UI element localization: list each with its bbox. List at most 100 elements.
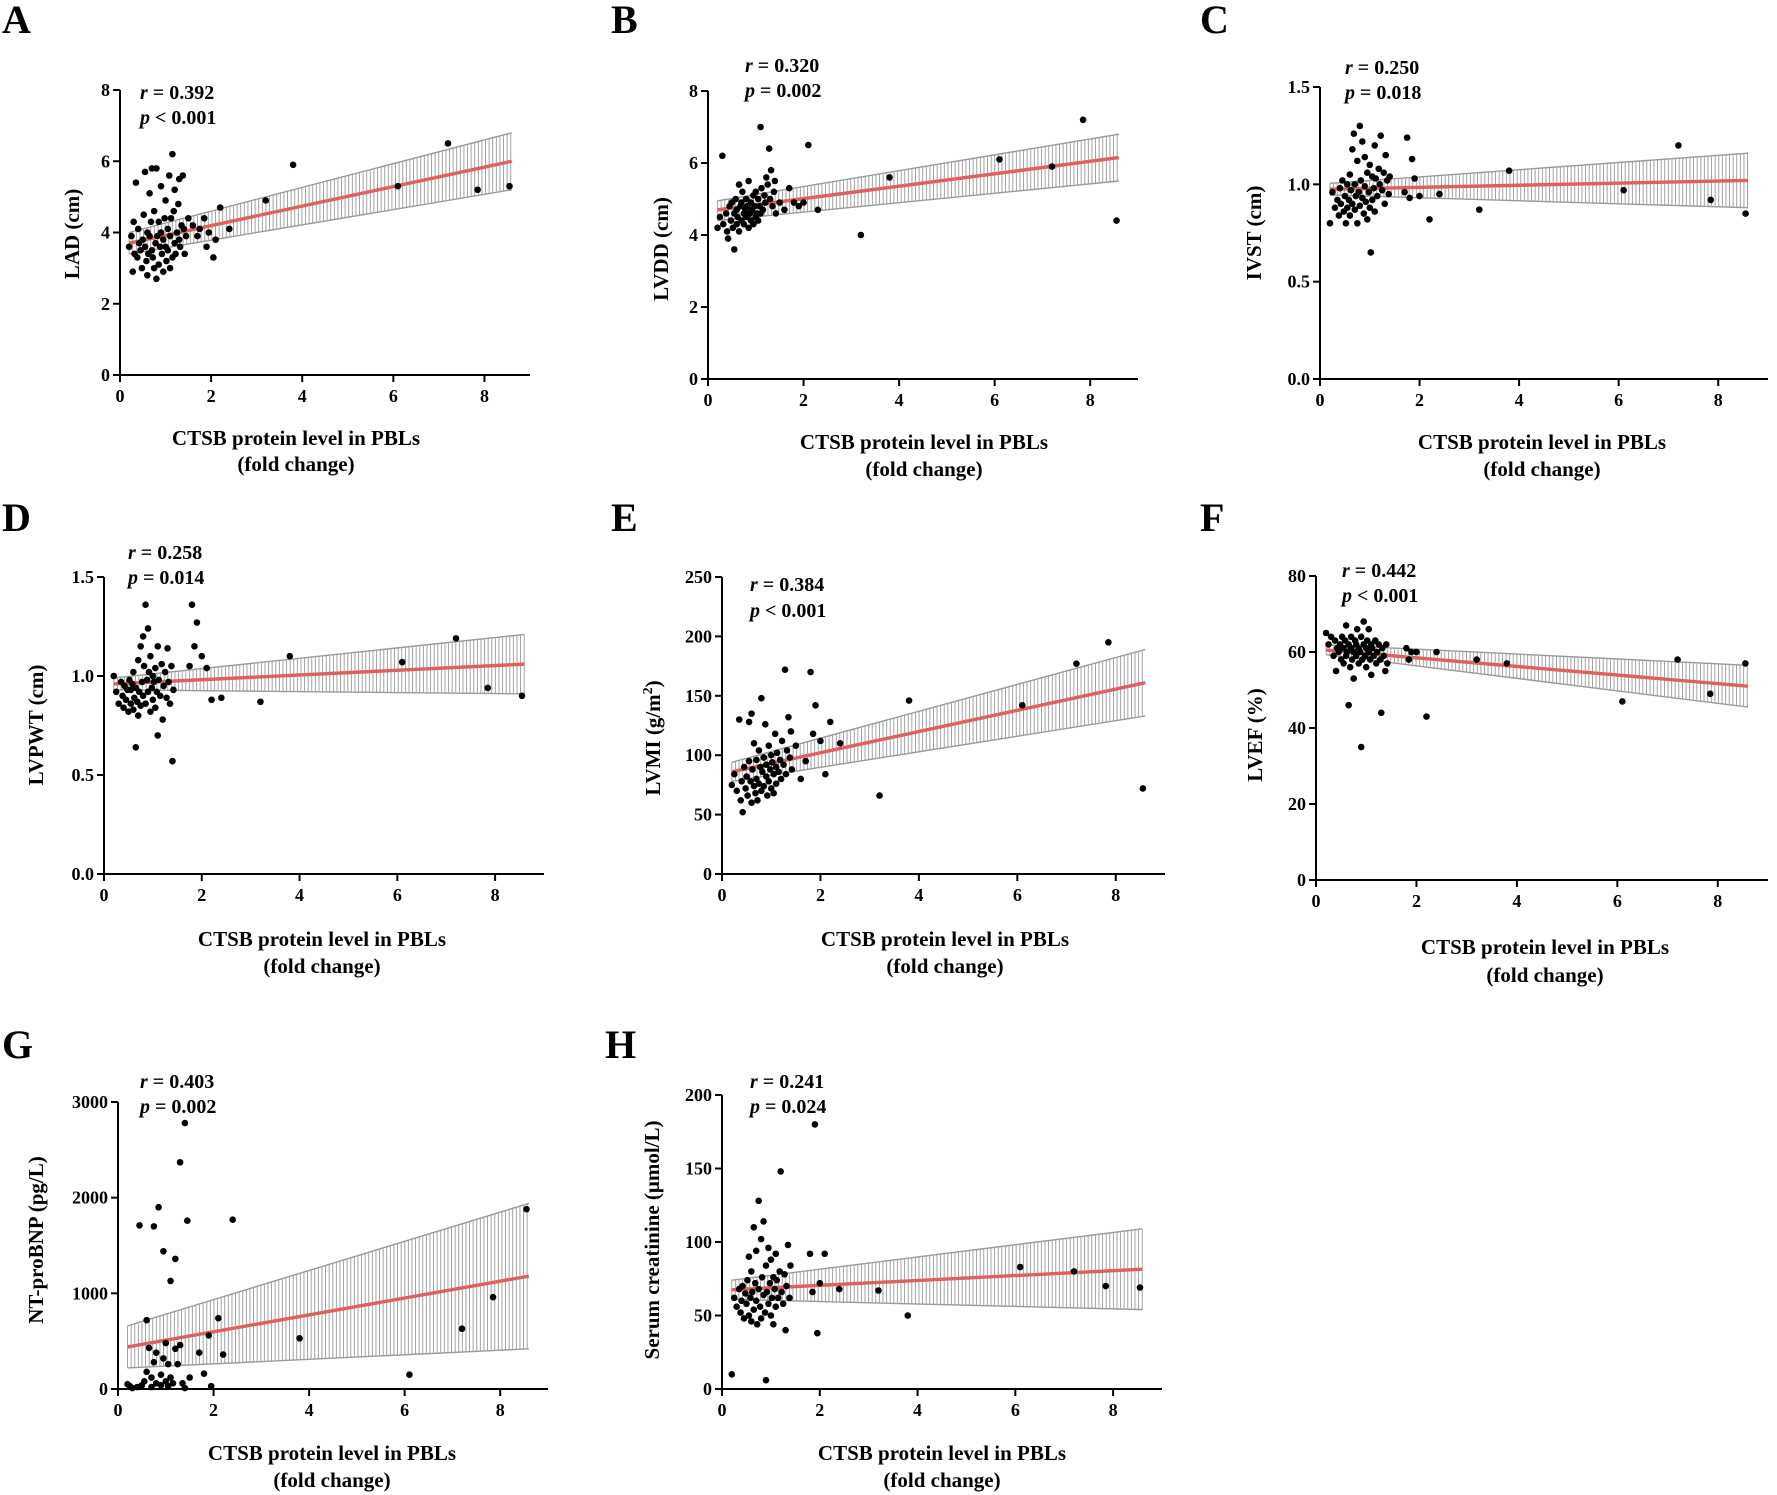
data-point — [1136, 1284, 1144, 1291]
stat-r-value: = 0.403 — [148, 1071, 214, 1093]
data-point — [142, 601, 149, 609]
data-point — [200, 1370, 208, 1377]
stat-p: p < 0.001 — [138, 107, 216, 129]
x-tick-label: 6 — [1613, 891, 1622, 911]
data-point — [753, 756, 760, 764]
x-tick-label: 0 — [718, 1400, 727, 1420]
data-point — [786, 1294, 793, 1302]
data-point — [146, 190, 153, 197]
data-point — [215, 1314, 222, 1322]
y-tick-label: 2000 — [72, 1188, 108, 1208]
data-point — [153, 275, 160, 283]
data-point — [762, 1262, 770, 1269]
data-point — [765, 1300, 772, 1308]
stat-p-symbol: p — [138, 107, 150, 129]
data-point — [876, 792, 883, 799]
data-point — [175, 200, 182, 208]
data-point — [169, 150, 176, 158]
data-point — [161, 668, 169, 676]
data-point — [1366, 161, 1374, 169]
x-axis-label-units: (fold change) — [886, 954, 1003, 978]
data-point — [785, 184, 793, 192]
panel-letter: D — [2, 495, 31, 540]
data-point — [134, 712, 142, 719]
data-point — [739, 808, 746, 816]
y-axis-label: LVPWT (cm) — [24, 665, 48, 786]
y-tick-label: 100 — [685, 1232, 712, 1252]
data-point — [1368, 196, 1376, 204]
data-point — [745, 177, 752, 185]
data-point — [140, 211, 147, 218]
plot-area: 0 2 4 6 8 0 2 4 6 8 — [689, 81, 1138, 410]
data-point — [139, 692, 147, 700]
data-point — [1706, 690, 1714, 698]
data-point — [771, 1285, 779, 1293]
data-point — [152, 239, 159, 247]
data-point — [194, 232, 201, 240]
data-point — [1371, 208, 1379, 215]
x-tick-label: 8 — [1713, 891, 1722, 911]
data-point — [136, 1222, 143, 1229]
data-point — [152, 704, 159, 711]
data-point — [1344, 181, 1351, 188]
stat-p: p = 0.002 — [743, 80, 821, 102]
y-tick-label: 4 — [689, 225, 698, 245]
x-tick-label: 6 — [1013, 885, 1022, 905]
data-point — [160, 1355, 167, 1362]
data-point — [186, 1374, 193, 1381]
data-point — [1356, 202, 1364, 210]
data-point — [875, 1287, 882, 1294]
data-point — [171, 239, 178, 247]
confidence-band-lower — [127, 1348, 529, 1369]
data-point — [745, 224, 752, 232]
data-point — [158, 250, 166, 258]
data-point — [138, 264, 146, 272]
data-point — [778, 737, 786, 745]
data-point — [128, 232, 135, 240]
data-point — [719, 220, 727, 228]
panel-h: H r = 0.241 p = 0.024 CTSB protein level… — [605, 1022, 1162, 1492]
confidence-band-lower — [1325, 653, 1748, 708]
data-point — [724, 235, 732, 242]
data-points — [1322, 618, 1749, 751]
data-point — [723, 228, 731, 235]
stat-r-symbol: r — [1342, 560, 1350, 582]
data-point — [1113, 217, 1120, 224]
panel-letter: H — [605, 1022, 636, 1067]
data-point — [777, 775, 785, 783]
data-point — [785, 713, 792, 721]
stat-r-symbol: r — [745, 55, 753, 77]
data-point — [763, 761, 770, 769]
data-point — [156, 692, 164, 700]
data-point — [1326, 219, 1334, 227]
data-point — [179, 172, 187, 179]
data-point — [296, 1334, 303, 1342]
data-point — [754, 217, 762, 224]
x-tick-label: 8 — [491, 885, 500, 905]
x-tick-label: 8 — [1086, 390, 1095, 410]
data-point — [800, 199, 807, 206]
y-tick-label: 1.5 — [72, 567, 95, 587]
data-point — [137, 643, 144, 650]
data-point — [1102, 1282, 1110, 1290]
y-tick-label: 200 — [685, 626, 712, 646]
data-point — [518, 692, 526, 700]
data-point — [739, 188, 746, 196]
data-point — [1366, 204, 1374, 211]
plot-area: 0 2 4 6 8 0 50 100 150 200 250 — [685, 567, 1165, 905]
data-point — [1079, 116, 1087, 124]
data-point — [159, 716, 166, 723]
data-point — [1360, 210, 1368, 217]
data-point — [787, 1262, 794, 1269]
data-point — [905, 697, 913, 704]
y-tick-label: 0.5 — [1288, 272, 1311, 292]
x-tick-label: 6 — [990, 390, 999, 410]
data-point — [139, 236, 147, 243]
data-point — [770, 188, 778, 196]
data-point — [1362, 198, 1370, 206]
data-point — [751, 1279, 759, 1287]
x-tick-label: 4 — [295, 885, 304, 905]
data-point — [760, 1218, 767, 1225]
data-point — [750, 1306, 758, 1313]
data-point — [143, 676, 151, 684]
